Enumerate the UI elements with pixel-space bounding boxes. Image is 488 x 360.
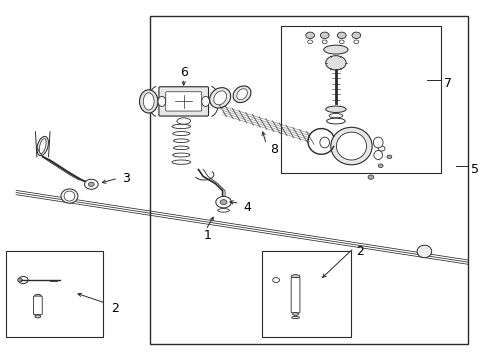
Ellipse shape xyxy=(416,245,431,258)
Bar xyxy=(281,26,441,173)
Ellipse shape xyxy=(139,90,158,113)
Circle shape xyxy=(337,32,346,39)
Ellipse shape xyxy=(201,96,209,107)
Circle shape xyxy=(377,146,384,151)
Text: 5: 5 xyxy=(469,163,478,176)
Ellipse shape xyxy=(325,56,346,70)
Circle shape xyxy=(88,182,94,186)
Ellipse shape xyxy=(330,127,371,165)
Circle shape xyxy=(305,32,314,39)
Ellipse shape xyxy=(177,118,190,124)
Ellipse shape xyxy=(35,315,41,318)
Circle shape xyxy=(351,32,360,39)
Ellipse shape xyxy=(173,146,189,150)
Ellipse shape xyxy=(213,91,226,105)
Circle shape xyxy=(386,155,391,158)
Text: 7: 7 xyxy=(443,77,451,90)
Ellipse shape xyxy=(39,139,46,153)
Ellipse shape xyxy=(290,275,299,278)
Ellipse shape xyxy=(158,96,165,107)
Ellipse shape xyxy=(328,113,342,118)
Text: 3: 3 xyxy=(122,172,130,185)
Ellipse shape xyxy=(319,137,329,148)
Ellipse shape xyxy=(37,136,48,156)
Bar xyxy=(261,251,351,337)
Ellipse shape xyxy=(291,316,299,319)
Ellipse shape xyxy=(233,86,250,103)
Ellipse shape xyxy=(61,189,78,203)
Circle shape xyxy=(353,40,358,44)
Circle shape xyxy=(215,197,231,208)
Ellipse shape xyxy=(172,132,189,135)
Ellipse shape xyxy=(143,93,154,110)
Ellipse shape xyxy=(326,118,345,124)
Bar xyxy=(149,16,467,344)
Circle shape xyxy=(272,278,279,283)
Circle shape xyxy=(18,278,22,282)
Ellipse shape xyxy=(336,132,366,160)
Circle shape xyxy=(220,200,226,204)
Ellipse shape xyxy=(373,150,382,159)
Ellipse shape xyxy=(236,89,247,100)
Ellipse shape xyxy=(64,191,75,201)
Text: 6: 6 xyxy=(180,66,187,79)
Ellipse shape xyxy=(172,153,189,157)
Ellipse shape xyxy=(173,139,189,143)
FancyBboxPatch shape xyxy=(290,278,299,313)
Circle shape xyxy=(307,40,312,44)
Ellipse shape xyxy=(323,45,347,54)
Ellipse shape xyxy=(292,312,298,315)
FancyBboxPatch shape xyxy=(33,296,42,315)
Text: 1: 1 xyxy=(203,229,211,242)
Text: 4: 4 xyxy=(243,201,250,214)
Ellipse shape xyxy=(217,208,229,212)
Circle shape xyxy=(322,40,326,44)
Ellipse shape xyxy=(172,160,190,164)
Ellipse shape xyxy=(172,124,190,129)
Circle shape xyxy=(320,32,328,39)
Circle shape xyxy=(377,164,382,167)
Text: 8: 8 xyxy=(269,143,277,156)
Text: 2: 2 xyxy=(111,302,119,315)
FancyBboxPatch shape xyxy=(165,92,201,111)
Circle shape xyxy=(339,40,344,44)
Ellipse shape xyxy=(325,106,346,112)
Ellipse shape xyxy=(209,87,230,108)
Text: 2: 2 xyxy=(356,245,364,258)
FancyBboxPatch shape xyxy=(159,87,208,116)
Bar xyxy=(6,251,103,337)
Circle shape xyxy=(84,179,98,189)
Circle shape xyxy=(19,276,28,284)
Circle shape xyxy=(367,175,373,179)
Ellipse shape xyxy=(34,294,41,298)
Ellipse shape xyxy=(372,137,382,148)
